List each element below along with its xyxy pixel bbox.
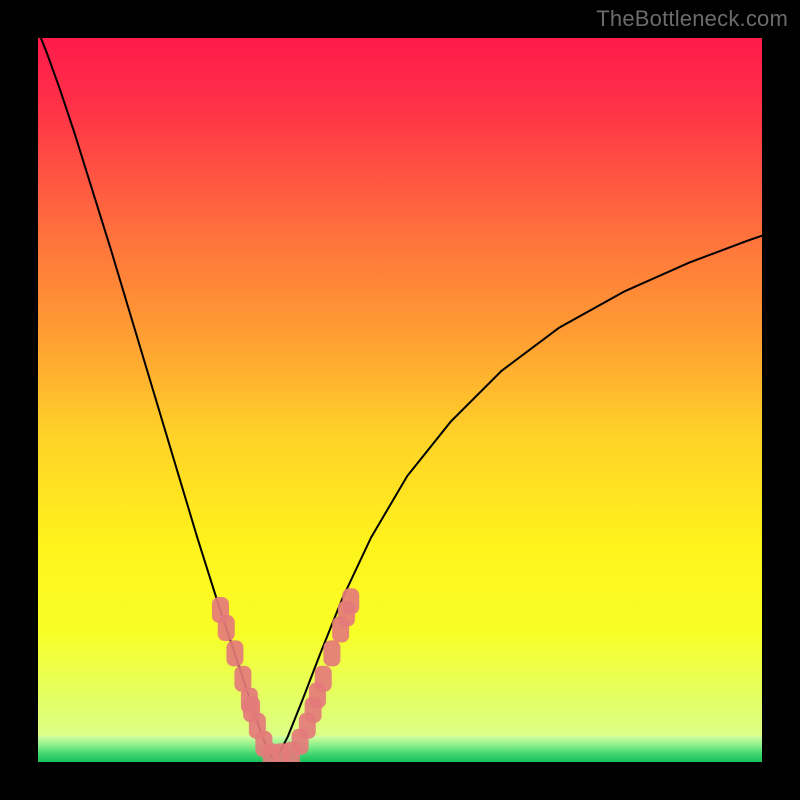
curve-marker — [226, 640, 243, 666]
plot-area — [38, 38, 762, 762]
curve-marker — [315, 666, 332, 692]
curve-marker — [218, 615, 235, 641]
curve-overlay — [38, 38, 762, 762]
chart-root: TheBottleneck.com — [0, 0, 800, 800]
curve-marker — [323, 640, 340, 666]
curve-marker — [342, 588, 359, 614]
watermark-text: TheBottleneck.com — [596, 6, 788, 32]
bottleneck-curve — [38, 38, 762, 759]
